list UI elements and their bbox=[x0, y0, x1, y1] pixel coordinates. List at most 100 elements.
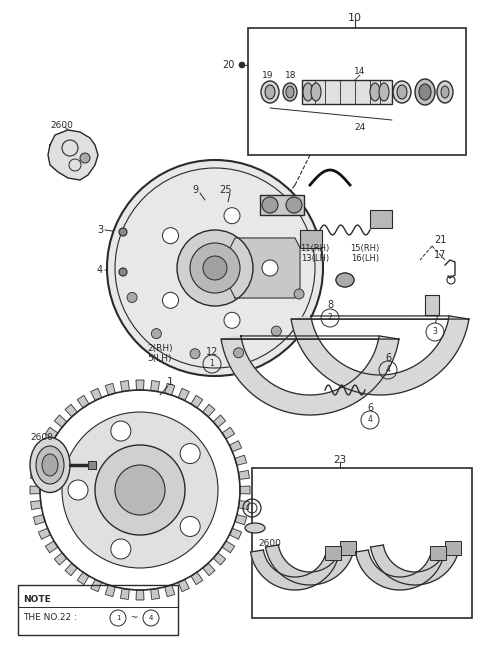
Circle shape bbox=[224, 208, 240, 224]
Text: 5(LH): 5(LH) bbox=[148, 354, 172, 362]
Polygon shape bbox=[136, 590, 144, 600]
Text: 19: 19 bbox=[262, 71, 274, 80]
Polygon shape bbox=[178, 388, 189, 400]
Polygon shape bbox=[48, 130, 98, 180]
Circle shape bbox=[224, 312, 240, 329]
Ellipse shape bbox=[393, 81, 411, 103]
Circle shape bbox=[111, 421, 131, 441]
Polygon shape bbox=[91, 579, 102, 592]
Ellipse shape bbox=[441, 86, 449, 98]
Text: 23: 23 bbox=[334, 455, 347, 465]
Polygon shape bbox=[191, 572, 203, 584]
Bar bbox=[430, 546, 446, 560]
Polygon shape bbox=[239, 501, 250, 509]
Circle shape bbox=[119, 268, 127, 276]
Text: NOTE: NOTE bbox=[23, 595, 51, 604]
Polygon shape bbox=[222, 427, 235, 439]
Circle shape bbox=[190, 349, 200, 359]
Text: 14: 14 bbox=[354, 67, 366, 76]
Bar bbox=[18, 585, 178, 635]
Ellipse shape bbox=[245, 523, 265, 533]
Text: 25: 25 bbox=[219, 185, 231, 195]
Ellipse shape bbox=[419, 84, 431, 100]
Polygon shape bbox=[38, 441, 50, 452]
Polygon shape bbox=[213, 415, 226, 427]
Ellipse shape bbox=[379, 83, 389, 101]
Ellipse shape bbox=[415, 79, 435, 105]
Text: 4: 4 bbox=[149, 615, 153, 621]
Polygon shape bbox=[165, 585, 175, 597]
Ellipse shape bbox=[30, 437, 70, 492]
Circle shape bbox=[239, 62, 245, 68]
Polygon shape bbox=[203, 404, 215, 417]
Text: 18: 18 bbox=[285, 71, 297, 80]
Circle shape bbox=[177, 230, 253, 306]
Bar bbox=[302, 80, 392, 104]
Circle shape bbox=[234, 348, 243, 358]
Text: 2: 2 bbox=[328, 314, 332, 323]
Polygon shape bbox=[30, 486, 40, 494]
Bar bbox=[325, 546, 341, 560]
Polygon shape bbox=[235, 515, 247, 525]
Bar bbox=[370, 210, 392, 228]
Polygon shape bbox=[230, 238, 300, 298]
Ellipse shape bbox=[261, 81, 279, 103]
Circle shape bbox=[95, 445, 185, 535]
Polygon shape bbox=[151, 380, 159, 391]
Polygon shape bbox=[105, 384, 115, 395]
Polygon shape bbox=[34, 456, 45, 465]
Polygon shape bbox=[229, 441, 241, 452]
Polygon shape bbox=[235, 456, 247, 465]
Polygon shape bbox=[239, 470, 250, 480]
Ellipse shape bbox=[42, 454, 58, 476]
Ellipse shape bbox=[336, 273, 354, 287]
Polygon shape bbox=[91, 388, 102, 400]
Text: 6: 6 bbox=[367, 403, 373, 413]
Text: 3: 3 bbox=[432, 327, 437, 336]
Text: 1: 1 bbox=[116, 615, 120, 621]
Ellipse shape bbox=[286, 86, 294, 98]
Polygon shape bbox=[213, 553, 226, 565]
Text: 4: 4 bbox=[368, 415, 372, 424]
Polygon shape bbox=[120, 380, 129, 391]
Ellipse shape bbox=[36, 446, 64, 484]
Polygon shape bbox=[203, 563, 215, 575]
Circle shape bbox=[151, 329, 161, 339]
Polygon shape bbox=[34, 515, 45, 525]
Polygon shape bbox=[151, 588, 159, 599]
Circle shape bbox=[163, 292, 179, 308]
Circle shape bbox=[119, 228, 127, 236]
Polygon shape bbox=[77, 572, 89, 584]
Polygon shape bbox=[371, 545, 459, 585]
Polygon shape bbox=[65, 404, 77, 417]
Circle shape bbox=[180, 444, 200, 463]
Ellipse shape bbox=[370, 83, 380, 101]
Polygon shape bbox=[251, 550, 339, 590]
Bar bbox=[248, 28, 466, 155]
Text: 2600: 2600 bbox=[31, 434, 53, 443]
Polygon shape bbox=[240, 486, 250, 494]
Circle shape bbox=[180, 516, 200, 537]
Circle shape bbox=[115, 465, 165, 515]
Circle shape bbox=[190, 243, 240, 293]
Circle shape bbox=[127, 292, 137, 303]
Polygon shape bbox=[120, 588, 129, 599]
Text: 16(LH): 16(LH) bbox=[351, 253, 379, 262]
Text: THE NO.22 :: THE NO.22 : bbox=[23, 614, 80, 623]
Circle shape bbox=[107, 160, 323, 376]
Circle shape bbox=[111, 539, 131, 559]
Polygon shape bbox=[136, 380, 144, 390]
Polygon shape bbox=[54, 415, 67, 427]
Polygon shape bbox=[265, 545, 354, 585]
Ellipse shape bbox=[265, 85, 275, 99]
Polygon shape bbox=[356, 550, 444, 590]
Ellipse shape bbox=[303, 83, 313, 101]
Ellipse shape bbox=[437, 81, 453, 103]
Text: 17: 17 bbox=[434, 250, 446, 260]
Text: 6: 6 bbox=[385, 353, 391, 363]
Text: 24: 24 bbox=[354, 122, 366, 132]
Circle shape bbox=[262, 197, 278, 213]
Polygon shape bbox=[77, 395, 89, 408]
Text: 12: 12 bbox=[206, 347, 218, 357]
Text: 20: 20 bbox=[222, 60, 234, 70]
